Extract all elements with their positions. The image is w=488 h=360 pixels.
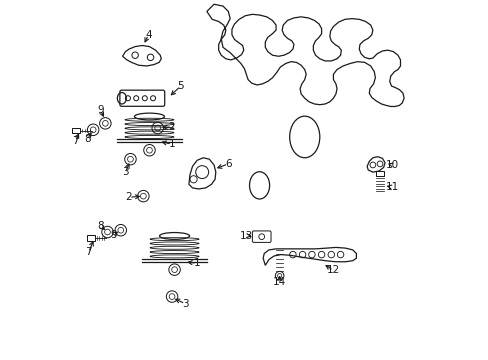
Bar	[72, 128, 80, 134]
Text: 8: 8	[97, 221, 103, 231]
Text: 14: 14	[272, 277, 285, 287]
Text: 5: 5	[177, 81, 183, 91]
Text: 1: 1	[168, 139, 175, 149]
Text: 8: 8	[84, 134, 91, 144]
Text: 7: 7	[72, 136, 79, 146]
Text: 6: 6	[224, 159, 231, 169]
Text: 9: 9	[110, 230, 117, 239]
Text: 3: 3	[122, 167, 128, 177]
Text: 4: 4	[145, 30, 151, 40]
Bar	[86, 235, 94, 241]
Text: 7: 7	[85, 247, 92, 257]
Text: 1: 1	[193, 258, 200, 268]
Text: 2: 2	[125, 192, 132, 202]
Text: 13: 13	[239, 231, 252, 240]
Text: 11: 11	[385, 182, 398, 192]
Text: 2: 2	[168, 122, 175, 132]
Text: 3: 3	[182, 299, 188, 309]
Text: 10: 10	[385, 160, 398, 170]
Bar	[375, 171, 384, 176]
Text: 12: 12	[326, 265, 339, 275]
Text: 9: 9	[97, 105, 103, 115]
